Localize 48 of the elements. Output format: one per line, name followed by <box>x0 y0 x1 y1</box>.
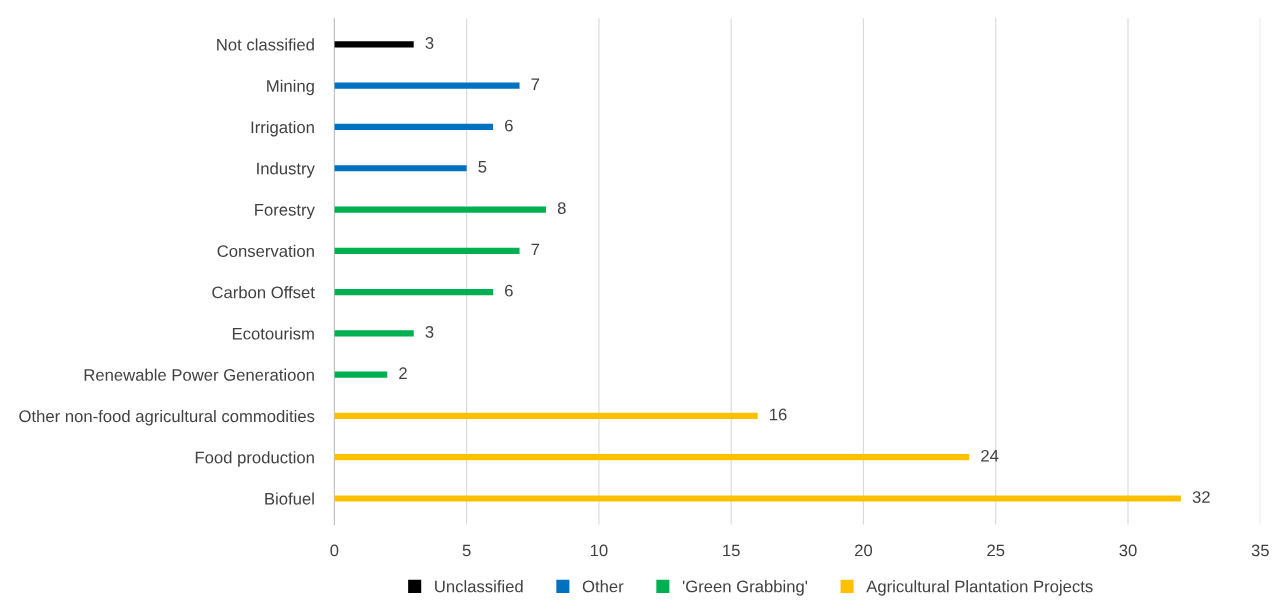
bar <box>334 206 546 213</box>
x-tick-label: 25 <box>987 544 1005 557</box>
bar <box>334 123 494 131</box>
bar <box>334 371 388 378</box>
y-tick-label: Renewable Power Generatioon <box>84 368 314 381</box>
data-label: 2 <box>399 367 407 379</box>
bar <box>334 330 414 337</box>
data-label: 3 <box>425 37 434 49</box>
data-label: 24 <box>981 449 999 462</box>
x-tick-label: 15 <box>723 544 740 557</box>
y-tick-label: Mining <box>267 79 314 96</box>
legend-label: 'Green Grabbing' <box>682 580 808 596</box>
legend-label: Unclassified <box>435 580 523 593</box>
data-label: 6 <box>505 119 513 132</box>
x-tick-label: 30 <box>1119 544 1137 557</box>
y-tick-label: Ecotourism <box>232 327 314 340</box>
data-label: 16 <box>770 408 787 421</box>
bar <box>334 82 520 89</box>
legend-label: Other <box>582 580 624 593</box>
x-tick-label: 35 <box>1251 544 1269 557</box>
y-tick-label: Industry <box>257 162 315 178</box>
bar <box>334 247 520 254</box>
bar <box>334 41 414 48</box>
bar <box>334 495 1181 502</box>
y-tick-label: Food production <box>195 451 314 467</box>
x-tick-label: 0 <box>330 544 339 557</box>
data-label: 32 <box>1192 491 1210 503</box>
x-tick-label: 10 <box>590 544 608 557</box>
bar <box>334 165 467 172</box>
bar <box>334 288 494 296</box>
data-label: 7 <box>531 243 540 256</box>
legend-label: Agricultural Plantation Projects <box>866 580 1093 596</box>
x-tick-label: 20 <box>855 544 873 557</box>
data-label: 3 <box>425 326 434 338</box>
y-tick-label: Other non-food agricultural commodities <box>19 409 315 426</box>
bar <box>334 412 758 420</box>
x-tick-label: 5 <box>462 544 471 557</box>
y-tick-label: Irrigation <box>251 120 314 137</box>
y-tick-label: Conservation <box>217 244 314 258</box>
bar <box>334 454 970 461</box>
y-tick-label: Carbon Offset <box>212 286 315 299</box>
data-label: 7 <box>531 78 540 90</box>
y-tick-label: Forestry <box>255 204 315 220</box>
y-tick-label: Biofuel <box>265 492 314 505</box>
data-label: 5 <box>478 161 487 173</box>
y-tick-label: Not classified <box>217 38 314 51</box>
data-label: 8 <box>557 202 566 214</box>
data-label: 6 <box>505 284 513 297</box>
